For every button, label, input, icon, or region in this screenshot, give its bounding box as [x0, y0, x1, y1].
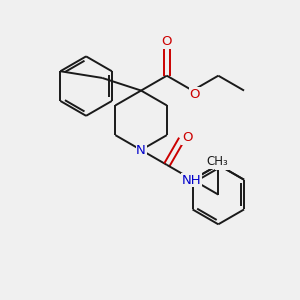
Text: CH₃: CH₃ — [206, 155, 228, 168]
Text: N: N — [136, 143, 146, 157]
Text: NH: NH — [181, 174, 201, 187]
Text: O: O — [162, 35, 172, 48]
Text: Cl: Cl — [215, 156, 228, 169]
Text: O: O — [190, 88, 200, 100]
Text: O: O — [182, 131, 192, 144]
